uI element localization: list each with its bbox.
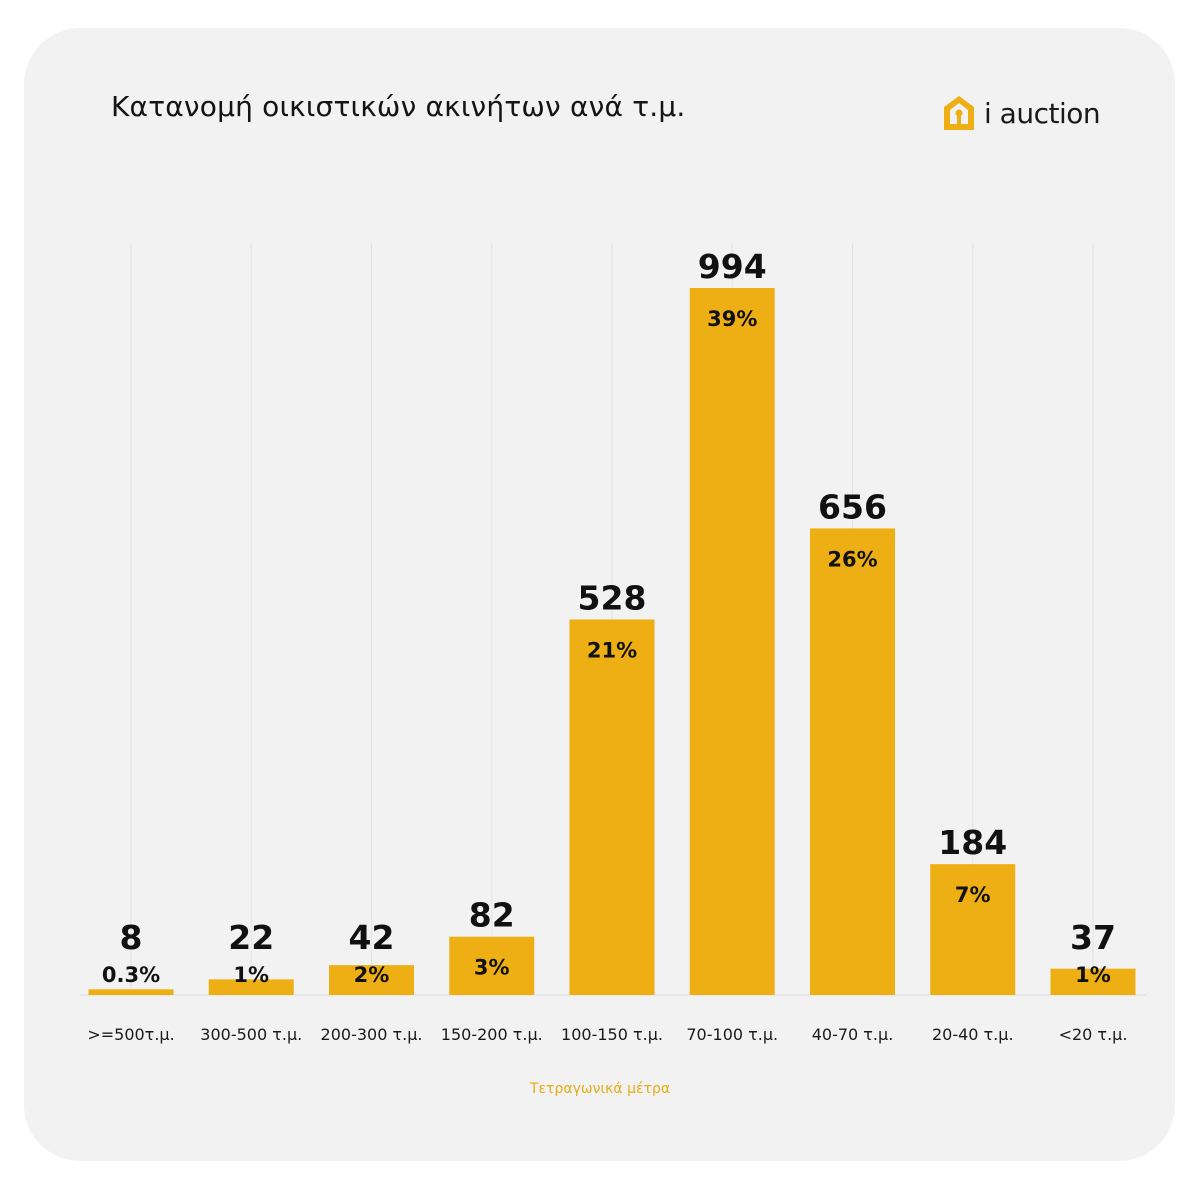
bar-percent-label: 39% xyxy=(707,307,757,331)
bar-percent-label: 0.3% xyxy=(102,963,160,987)
chart-title: Κατανομή οικιστικών ακινήτων ανά τ.μ. xyxy=(111,90,686,123)
bar-percent-label: 2% xyxy=(354,963,390,987)
bar-value-label: 37 xyxy=(1070,918,1116,957)
bar-percent-label: 21% xyxy=(587,638,637,662)
brand-logo: i auction xyxy=(942,93,1101,133)
x-tick-label: 70-100 τ.μ. xyxy=(686,1025,778,1044)
bar xyxy=(930,864,1016,995)
bar-value-label: 42 xyxy=(349,918,395,957)
house-logo-icon xyxy=(944,96,974,130)
bar-percent-label: 3% xyxy=(474,956,510,980)
x-tick-label: 200-300 τ.μ. xyxy=(321,1025,423,1044)
bar-percent-label: 1% xyxy=(1075,963,1111,987)
bar xyxy=(88,989,174,995)
x-axis-title: Τετραγωνικά μέτρα xyxy=(529,1081,671,1097)
x-tick-label: 150-200 τ.μ. xyxy=(441,1025,543,1044)
x-tick-label: 300-500 τ.μ. xyxy=(200,1025,302,1044)
bar-value-label: 994 xyxy=(698,247,767,286)
bar xyxy=(329,965,414,995)
bar-value-label: 8 xyxy=(120,918,143,957)
x-tick-label: 40-70 τ.μ. xyxy=(812,1025,894,1044)
bar-value-label: 22 xyxy=(228,918,274,957)
bar xyxy=(689,288,775,995)
x-tick-label: <20 τ.μ. xyxy=(1059,1025,1128,1044)
bar-percent-label: 26% xyxy=(827,547,877,571)
bar-value-label: 82 xyxy=(469,896,515,935)
bar xyxy=(449,936,535,995)
bar-value-label: 184 xyxy=(938,823,1007,862)
brand-name: i auction xyxy=(984,96,1101,130)
x-tick-label: 20-40 τ.μ. xyxy=(932,1025,1014,1044)
bar-value-label: 656 xyxy=(818,487,887,526)
bar-percent-label: 1% xyxy=(233,963,269,987)
bar xyxy=(1050,968,1136,995)
x-tick-label: 100-150 τ.μ. xyxy=(561,1025,663,1044)
x-tick-label: >=500τ.μ. xyxy=(87,1025,174,1044)
bar xyxy=(208,979,294,995)
bar xyxy=(810,528,895,995)
bar-value-label: 528 xyxy=(578,578,647,617)
bar xyxy=(569,619,655,995)
bar-percent-label: 7% xyxy=(955,883,991,907)
